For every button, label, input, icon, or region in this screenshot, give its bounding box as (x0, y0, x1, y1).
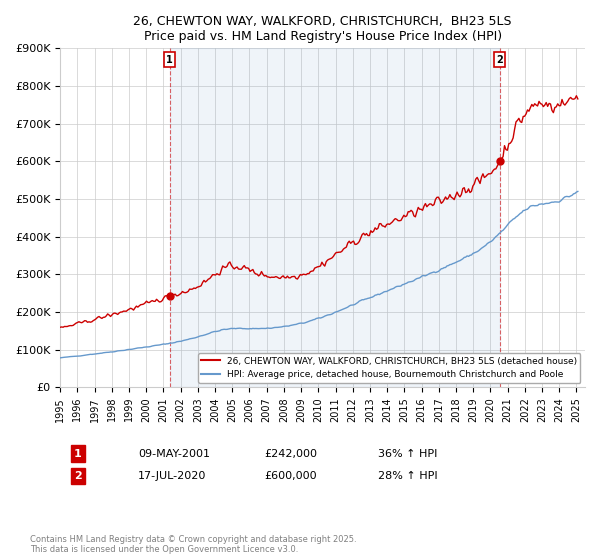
Legend: 26, CHEWTON WAY, WALKFORD, CHRISTCHURCH, BH23 5LS (detached house), HPI: Average: 26, CHEWTON WAY, WALKFORD, CHRISTCHURCH,… (198, 353, 580, 382)
Text: 1: 1 (74, 449, 82, 459)
Title: 26, CHEWTON WAY, WALKFORD, CHRISTCHURCH,  BH23 5LS
Price paid vs. HM Land Regist: 26, CHEWTON WAY, WALKFORD, CHRISTCHURCH,… (133, 15, 512, 43)
Text: £242,000: £242,000 (264, 449, 317, 459)
Text: 17-JUL-2020: 17-JUL-2020 (138, 471, 206, 481)
Text: £600,000: £600,000 (264, 471, 317, 481)
Text: 28% ↑ HPI: 28% ↑ HPI (378, 471, 437, 481)
Text: 09-MAY-2001: 09-MAY-2001 (138, 449, 210, 459)
Bar (170, 48, 500, 387)
Text: Contains HM Land Registry data © Crown copyright and database right 2025.
This d: Contains HM Land Registry data © Crown c… (30, 535, 356, 554)
Text: 1: 1 (166, 55, 173, 64)
Text: 2: 2 (496, 55, 503, 64)
Text: 36% ↑ HPI: 36% ↑ HPI (378, 449, 437, 459)
Text: 2: 2 (74, 471, 82, 481)
